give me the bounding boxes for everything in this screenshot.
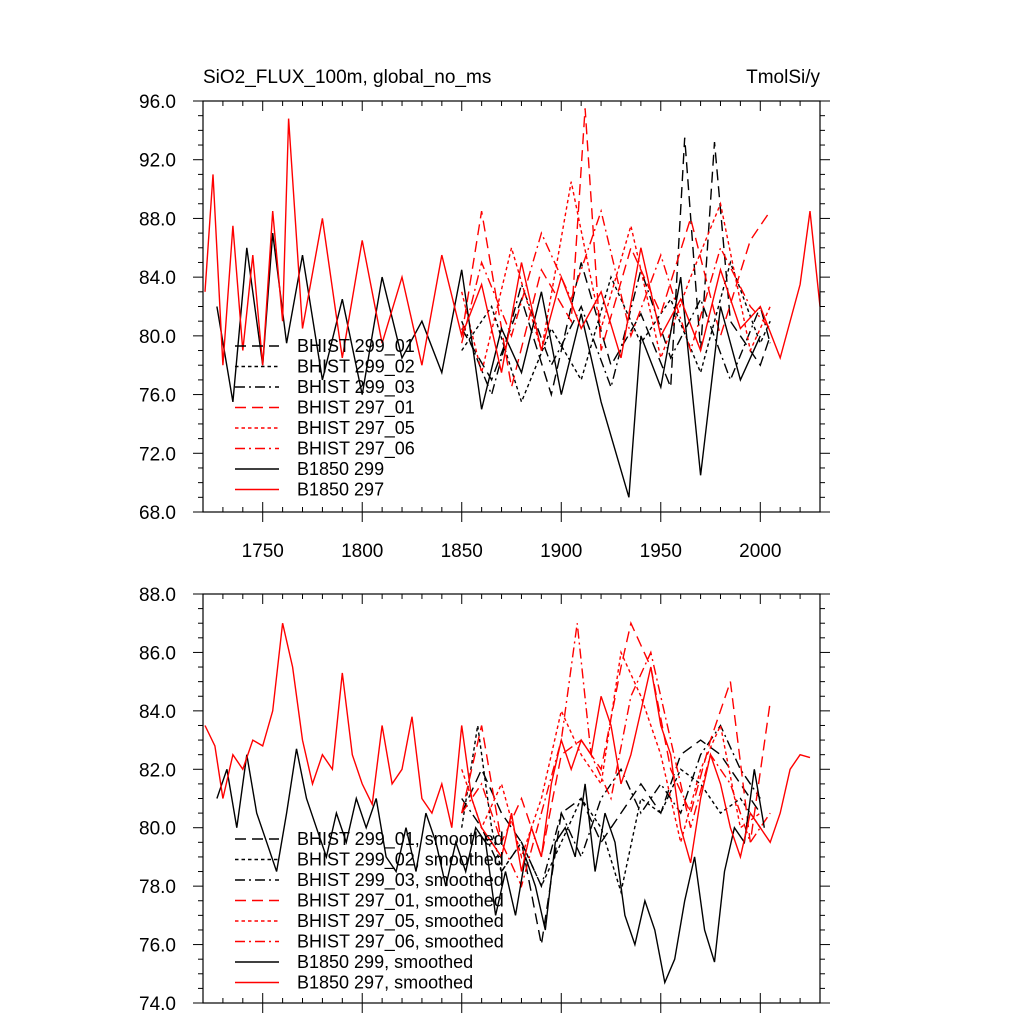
legend-label: BHIST 297_06 [297, 439, 415, 460]
series-line-8 [204, 623, 811, 872]
legend-label: B1850 297, smoothed [297, 973, 473, 993]
plot-frame [202, 593, 821, 1004]
series-line-1 [461, 137, 771, 398]
series-line-2 [461, 260, 771, 404]
legend-label: B1850 299 [297, 459, 384, 479]
x-tick-label: 1950 [640, 541, 682, 562]
y-tick-label: 84.0 [139, 268, 176, 289]
series-line-8 [204, 118, 821, 373]
series-line-7 [216, 233, 761, 498]
legend-label: B1850 299, smoothed [297, 952, 473, 972]
legend-label: BHIST 299_03, smoothed [297, 870, 504, 891]
y-tick-label: 80.0 [139, 327, 176, 348]
y-tick-label: 76.0 [139, 386, 176, 407]
plot-frame [202, 100, 821, 513]
y-tick-label: 74.0 [139, 994, 176, 1015]
legend-label: BHIST 297_01, smoothed [297, 891, 504, 912]
series-line-4 [461, 108, 771, 388]
x-tick-label: 1850 [441, 541, 483, 562]
x-tick-label: 1750 [242, 541, 284, 562]
bottom-panel: 74.0 76.0 78.0 80.0 82.0 84.0 86.0 88.0 BHIST 29… [139, 585, 830, 1015]
legend-label: BHIST 297_01 [297, 398, 415, 419]
series-line-5 [461, 181, 771, 373]
series-line-4 [461, 621, 771, 860]
y-tick-label: 86.0 [139, 643, 176, 664]
y-tick-label: 78.0 [139, 877, 176, 898]
y-tick-label: 96.0 [139, 92, 176, 113]
top-panel-units: TmolSi/y [746, 67, 820, 88]
y-tick-label: 80.0 [139, 819, 176, 840]
series-line-7 [216, 748, 765, 985]
legend-label: BHIST 297_05 [297, 418, 415, 439]
x-tick-label: 1800 [341, 541, 383, 562]
series-line-5 [461, 649, 761, 860]
legend-label: BHIST 297_05, smoothed [297, 911, 504, 932]
legend-label: BHIST 299_02, smoothed [297, 850, 504, 871]
y-tick-label: 82.0 [139, 760, 176, 781]
legend-label: BHIST 297_06, smoothed [297, 932, 504, 953]
legend-label: BHIST 299_01, smoothed [297, 829, 504, 850]
y-tick-label: 88.0 [139, 585, 176, 606]
y-tick-label: 92.0 [139, 151, 176, 172]
y-tick-label: 88.0 [139, 209, 176, 230]
x-tick-label: 2000 [739, 541, 781, 562]
y-tick-label: 72.0 [139, 444, 176, 465]
legend-label: BHIST 299_03 [297, 377, 415, 398]
series-line-6 [461, 208, 771, 353]
series-line-3 [461, 267, 771, 397]
series-line-2 [461, 725, 761, 895]
legend-label: BHIST 299_01 [297, 336, 415, 357]
x-tick-label: 1900 [540, 541, 582, 562]
y-tick-label: 68.0 [139, 503, 176, 524]
legend-label: BHIST 299_02 [297, 357, 415, 378]
top-panel-title: SiO2_FLUX_100m, global_no_ms [203, 67, 491, 88]
y-tick-label: 76.0 [139, 936, 176, 957]
legend-label: B1850 297 [297, 480, 384, 500]
series-line-6 [461, 623, 771, 889]
top-panel: 1750 1800 1850 1900 1950 2000 68.0 72.0 76.0 80.0… [139, 92, 830, 562]
y-tick-label: 84.0 [139, 702, 176, 723]
